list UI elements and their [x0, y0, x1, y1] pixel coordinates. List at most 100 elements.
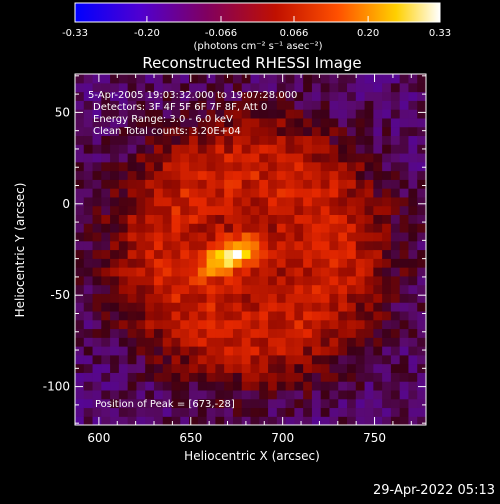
heatmap-cell: [241, 117, 252, 128]
heatmap-cell: [417, 223, 426, 233]
heatmap-cell: [127, 188, 138, 198]
heatmap-cell: [171, 231, 181, 242]
heatmap-cell: [92, 91, 102, 101]
heatmap-cell: [127, 109, 138, 119]
heatmap-cell: [83, 267, 94, 277]
heatmap-cell: [408, 188, 418, 198]
heatmap-cell: [364, 240, 374, 251]
heatmap-cell: [382, 100, 392, 110]
heatmap-cell: [355, 372, 366, 382]
heatmap-cell: [408, 170, 418, 180]
heatmap-cell: [189, 82, 199, 93]
heatmap-cell: [355, 231, 366, 242]
heatmap-cell: [197, 126, 208, 137]
heatmap-cell: [92, 170, 102, 180]
heatmap-cell: [145, 82, 155, 93]
heatmap-cell: [215, 363, 225, 373]
heatmap-cell: [110, 179, 120, 189]
heatmap-cell: [311, 231, 322, 242]
heatmap-cell: [83, 223, 94, 233]
heatmap-cell: [153, 328, 164, 338]
heatmap-cell: [162, 144, 173, 154]
heatmap-cell: [373, 293, 383, 303]
heatmap-cell: [338, 381, 348, 391]
timestamp: 29-Apr-2022 05:13: [373, 483, 495, 498]
heatmap-cell: [294, 310, 304, 321]
heatmap-cell: [294, 416, 304, 425]
heatmap-cell: [180, 214, 190, 224]
heatmap-cell: [329, 240, 339, 251]
heatmap-cell: [180, 319, 190, 330]
heatmap-cell: [268, 328, 278, 338]
heatmap-cell: [347, 249, 357, 259]
heatmap-cell: [294, 389, 304, 400]
heatmap-cell: [127, 152, 138, 163]
heatmap-cell: [417, 354, 426, 365]
heatmap-cell: [215, 170, 225, 180]
heatmap-cell: [417, 74, 426, 84]
heatmap-cell: [206, 302, 217, 312]
heatmap-cell: [399, 196, 410, 207]
heatmap-cell: [215, 293, 225, 303]
heatmap-cell: [153, 196, 164, 207]
heatmap-cell: [118, 135, 129, 145]
heatmap-cell: [232, 258, 243, 268]
heatmap-cell: [101, 117, 111, 128]
heatmap-cell: [311, 389, 322, 400]
heatmap-cell: [206, 188, 217, 198]
heatmap-cell: [83, 100, 94, 110]
heatmap-cell: [390, 74, 401, 84]
heatmap-cell: [75, 398, 85, 409]
heatmap-cell: [355, 74, 366, 84]
heatmap-cell: [338, 337, 348, 347]
heatmap-cell: [110, 284, 120, 294]
heatmap-cell: [136, 135, 146, 145]
heatmap-cell: [347, 126, 357, 137]
heatmap-cell: [390, 416, 401, 425]
heatmap-cell: [75, 346, 85, 356]
heatmap-cell: [259, 214, 269, 224]
heatmap-cell: [320, 381, 331, 391]
heatmap-cell: [197, 196, 208, 207]
heatmap-cell: [136, 363, 146, 373]
heatmap-cell: [329, 319, 339, 330]
heatmap-cell: [171, 416, 181, 425]
heatmap-cell: [153, 135, 164, 145]
heatmap-cell: [276, 284, 287, 294]
heatmap-cell: [417, 381, 426, 391]
heatmap-cell: [408, 117, 418, 128]
heatmap-cell: [136, 161, 146, 172]
heatmap-cell: [408, 389, 418, 400]
heatmap-cell: [338, 354, 348, 365]
heatmap-cell: [382, 205, 392, 216]
heatmap-cell: [250, 188, 260, 198]
heatmap-cell: [145, 346, 155, 356]
heatmap-cell: [373, 407, 383, 417]
heatmap-cell: [276, 267, 287, 277]
heatmap-cell: [224, 337, 234, 347]
heatmap-cell: [355, 161, 366, 172]
heatmap-cell: [83, 240, 94, 251]
heatmap-cell: [224, 354, 234, 365]
heatmap-cell: [232, 302, 243, 312]
heatmap-cell: [285, 196, 295, 207]
heatmap-cell: [373, 346, 383, 356]
heatmap-cell: [364, 310, 374, 321]
heatmap-cell: [145, 170, 155, 180]
heatmap-cell: [241, 337, 252, 347]
heatmap-cell: [382, 328, 392, 338]
heatmap-cell: [153, 126, 164, 137]
heatmap-cell: [171, 126, 181, 137]
heatmap-cell: [162, 389, 173, 400]
heatmap-cell: [171, 267, 181, 277]
heatmap-cell: [145, 293, 155, 303]
heatmap-cell: [347, 170, 357, 180]
heatmap-cell: [171, 170, 181, 180]
heatmap-cell: [250, 214, 260, 224]
heatmap-cell: [206, 144, 217, 154]
heatmap-cell: [206, 249, 217, 259]
heatmap-cell: [171, 82, 181, 93]
heatmap-cell: [399, 284, 410, 294]
heatmap-cell: [206, 398, 217, 409]
